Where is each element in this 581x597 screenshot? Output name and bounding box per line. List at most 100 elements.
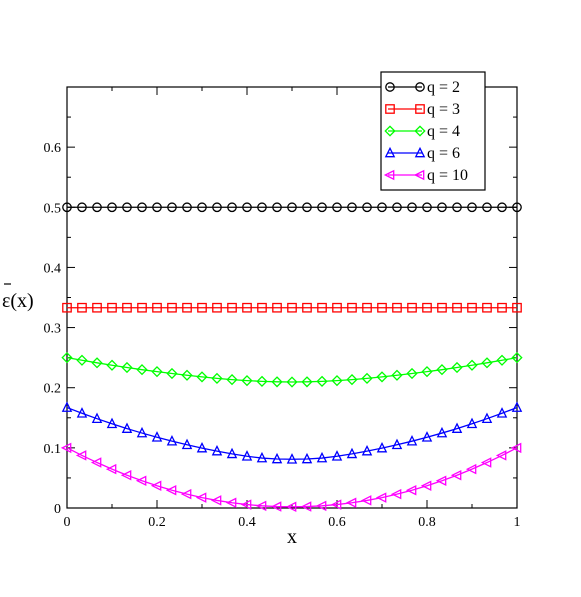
data-point xyxy=(452,202,462,213)
y-tick-label: 0.1 xyxy=(44,442,62,457)
data-point xyxy=(226,447,238,459)
data-point xyxy=(377,202,387,213)
data-point xyxy=(76,407,88,418)
data-point xyxy=(136,426,148,438)
data-point xyxy=(467,202,477,213)
data-point xyxy=(61,401,73,412)
data-point xyxy=(406,435,418,446)
data-point xyxy=(421,431,433,442)
data-point xyxy=(135,475,147,487)
data-point xyxy=(242,302,252,313)
data-point xyxy=(151,431,163,442)
data-point xyxy=(345,497,357,509)
data-point xyxy=(376,441,388,453)
data-point xyxy=(196,441,208,453)
data-point xyxy=(302,302,312,313)
data-point xyxy=(92,202,102,213)
data-point xyxy=(182,202,192,213)
data-point xyxy=(422,302,432,313)
y-tick-label: 0.6 xyxy=(44,141,62,156)
data-point xyxy=(467,302,477,313)
data-point xyxy=(287,202,297,213)
data-point xyxy=(390,488,402,500)
data-point xyxy=(301,452,313,464)
data-point xyxy=(137,202,147,213)
series-group xyxy=(60,202,523,513)
data-point xyxy=(481,357,493,369)
data-point xyxy=(286,376,298,388)
legend-item: q = 6 xyxy=(384,145,460,162)
data-point xyxy=(302,202,312,213)
data-point xyxy=(480,457,492,468)
data-point xyxy=(272,302,282,313)
data-point xyxy=(512,302,522,313)
data-point xyxy=(165,485,177,496)
legend-label: q = 4 xyxy=(427,123,460,140)
series-5 xyxy=(60,442,522,513)
y-tick-label: 0.5 xyxy=(44,201,62,216)
legend-marker xyxy=(383,169,395,181)
data-point xyxy=(347,302,357,313)
data-point xyxy=(271,452,283,464)
data-point xyxy=(330,499,342,510)
legend-label: q = 6 xyxy=(427,145,460,162)
data-point xyxy=(151,366,163,378)
data-point xyxy=(257,302,267,313)
legend-item: q = 3 xyxy=(385,101,460,118)
data-point xyxy=(167,202,177,213)
series-line xyxy=(66,406,518,460)
data-point xyxy=(362,302,372,313)
data-point xyxy=(375,492,387,503)
data-point xyxy=(271,376,283,388)
data-point xyxy=(62,302,72,313)
data-point xyxy=(361,372,373,385)
data-point xyxy=(122,302,132,313)
legend: q = 2 q = 3 q = 4 q = 6 q = 10 xyxy=(380,71,486,191)
data-point xyxy=(451,422,463,433)
data-point xyxy=(272,202,282,213)
data-point xyxy=(166,367,178,380)
data-point xyxy=(241,374,253,387)
data-point xyxy=(240,499,252,510)
data-point xyxy=(332,302,342,313)
data-point xyxy=(300,501,312,512)
data-point xyxy=(481,412,493,424)
data-point xyxy=(241,450,253,461)
data-point xyxy=(106,359,118,371)
y-axis-label-group: ε(x) xyxy=(2,283,34,312)
data-point xyxy=(316,375,328,387)
data-point xyxy=(512,202,522,213)
legend-marker xyxy=(414,125,426,137)
data-point xyxy=(166,435,178,446)
data-point xyxy=(511,401,523,412)
data-point xyxy=(107,302,117,313)
data-point xyxy=(227,302,237,313)
data-point xyxy=(152,202,162,213)
legend-label: q = 3 xyxy=(427,101,460,118)
data-point xyxy=(420,480,432,491)
data-point xyxy=(482,302,492,313)
data-point xyxy=(376,371,388,383)
x-axis-label: x xyxy=(287,526,297,548)
data-point xyxy=(495,450,507,461)
legend-item: q = 2 xyxy=(385,79,460,96)
data-point xyxy=(211,372,223,385)
data-point xyxy=(377,302,387,313)
data-point xyxy=(242,202,252,213)
series-line xyxy=(66,447,518,508)
data-point xyxy=(60,442,72,454)
data-point xyxy=(137,302,147,313)
legend-marker xyxy=(385,82,395,92)
data-point xyxy=(511,352,523,364)
data-point xyxy=(107,202,117,213)
data-point xyxy=(422,202,432,213)
data-point xyxy=(361,444,373,456)
data-point xyxy=(121,422,133,433)
data-point xyxy=(196,371,208,383)
data-point xyxy=(392,202,402,213)
data-point xyxy=(181,369,193,381)
legend-marker xyxy=(385,104,395,114)
x-tick-label: 0.4 xyxy=(238,515,256,530)
data-point xyxy=(182,302,192,313)
data-point xyxy=(120,469,132,481)
